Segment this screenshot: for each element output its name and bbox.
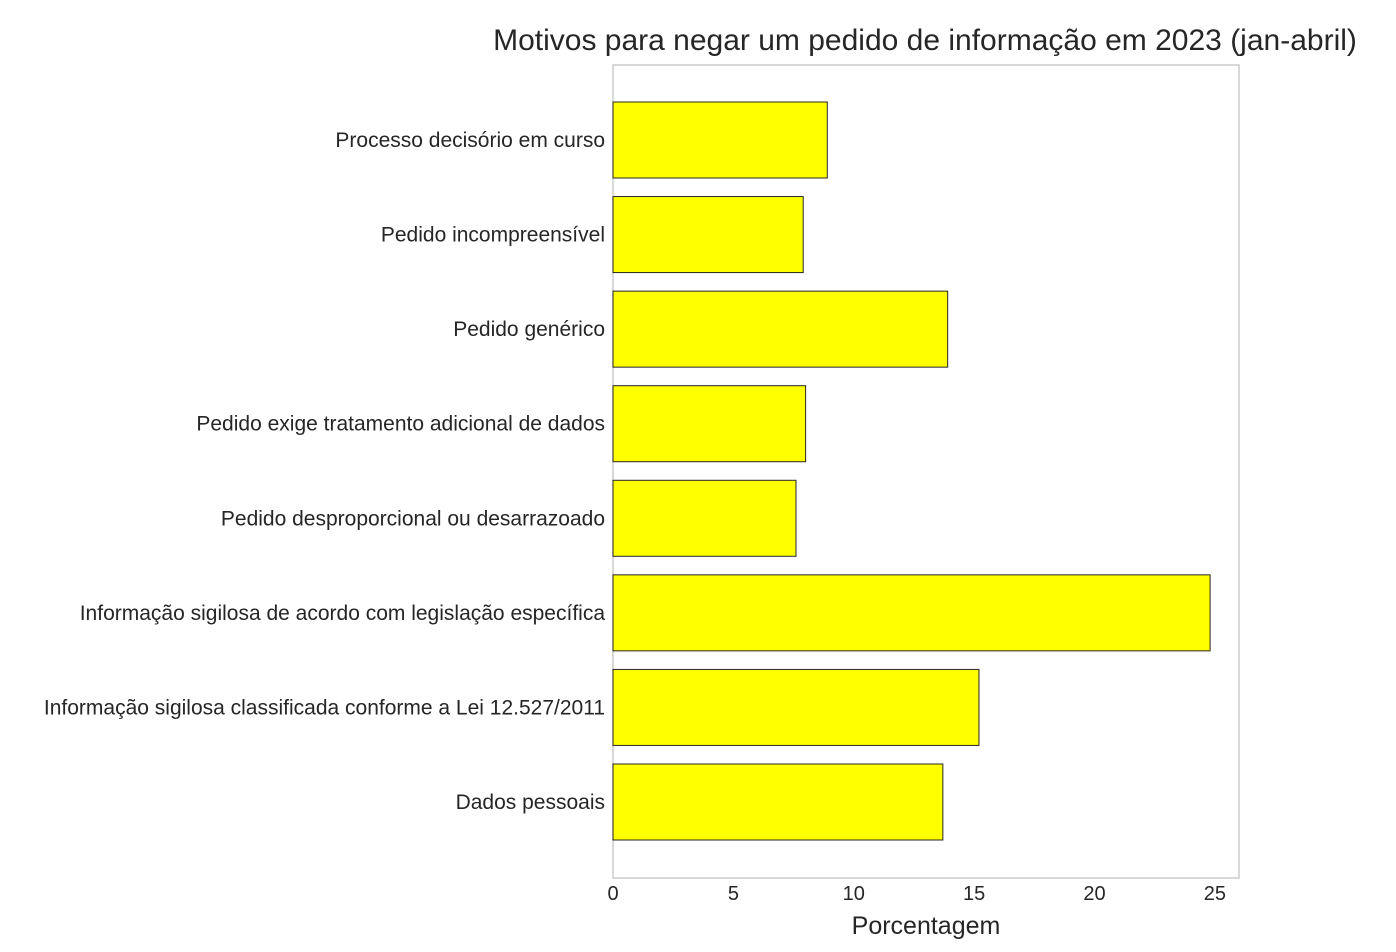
bar	[612, 290, 949, 368]
x-tick-label: 10	[843, 883, 865, 905]
category-label: Dados pessoais	[456, 791, 605, 814]
bar	[612, 479, 797, 557]
x-tick-label: 25	[1204, 883, 1226, 905]
bar	[612, 574, 1211, 652]
category-label: Processo decisório em curso	[335, 129, 605, 152]
bar	[612, 763, 944, 841]
x-tick-label: 5	[728, 883, 739, 905]
x-tick-label: 0	[607, 883, 618, 905]
category-label: Pedido incompreensível	[381, 224, 605, 247]
bar	[612, 385, 807, 463]
category-label: Pedido desproporcional ou desarrazoado	[221, 507, 605, 530]
bar	[612, 101, 828, 179]
bar	[612, 196, 804, 274]
x-axis-label: Porcentagem	[852, 912, 1001, 940]
x-tick-label: 20	[1083, 883, 1105, 905]
chart-title: Motivos para negar um pedido de informaç…	[493, 24, 1357, 57]
category-label: Pedido exige tratamento adicional de dad…	[196, 413, 605, 436]
category-label: Informação sigilosa de acordo com legisl…	[80, 602, 606, 625]
category-labels: Processo decisório em curso Pedido incomp…	[44, 129, 605, 814]
category-label: Pedido genérico	[453, 318, 605, 341]
plot-frame	[612, 64, 1240, 879]
bar	[612, 668, 980, 746]
bars-layer	[612, 101, 1211, 841]
x-tick-label: 15	[963, 883, 985, 905]
category-label: Informação sigilosa classificada conform…	[44, 696, 605, 719]
x-axis-ticks: 0 5 10 15 20 25	[607, 883, 1226, 905]
